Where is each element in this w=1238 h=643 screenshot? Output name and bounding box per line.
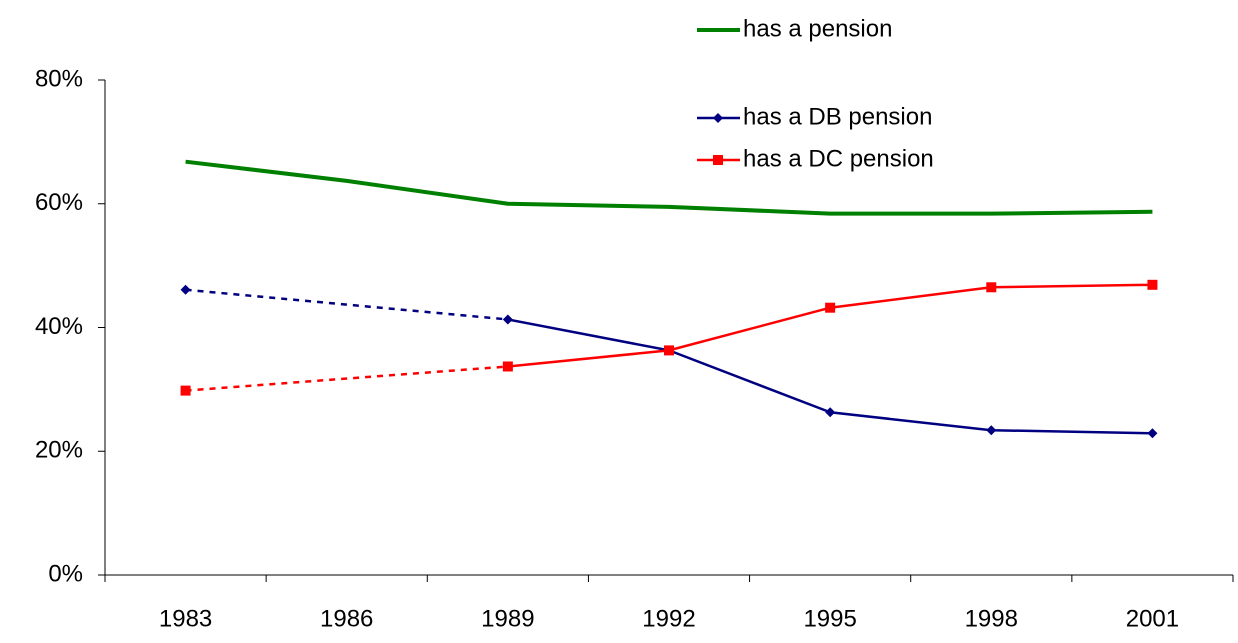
y-tick-label: 80% (35, 65, 83, 92)
x-tick-label: 1986 (320, 605, 373, 632)
x-tick-label: 1983 (159, 605, 212, 632)
legend-label: has a pension (743, 15, 892, 42)
point (825, 302, 836, 313)
legend-label: has a DB pension (743, 103, 932, 130)
point (180, 385, 191, 396)
series-line (507, 283, 1153, 368)
point (502, 314, 513, 325)
legend-marker (713, 113, 723, 123)
x-tick-label: 1998 (965, 605, 1018, 632)
point (986, 282, 997, 293)
x-tick-label: 2001 (1126, 605, 1179, 632)
point (825, 407, 836, 418)
legend-label: has a DC pension (743, 145, 934, 172)
x-tick-label: 1992 (642, 605, 695, 632)
gap-bridge (185, 288, 508, 321)
x-tick-label: 1995 (803, 605, 856, 632)
point (180, 284, 191, 295)
gap-bridge (185, 365, 508, 392)
legend-marker (713, 155, 723, 165)
y-tick-label: 20% (35, 437, 83, 464)
point (1147, 428, 1158, 439)
point (986, 425, 997, 436)
y-tick-label: 60% (35, 189, 83, 216)
y-tick-label: 0% (48, 560, 83, 587)
y-tick-label: 40% (35, 313, 83, 340)
series-line (185, 159, 1153, 216)
point (502, 361, 513, 372)
point (1147, 279, 1158, 290)
point (664, 345, 674, 356)
x-tick-label: 1989 (481, 605, 534, 632)
